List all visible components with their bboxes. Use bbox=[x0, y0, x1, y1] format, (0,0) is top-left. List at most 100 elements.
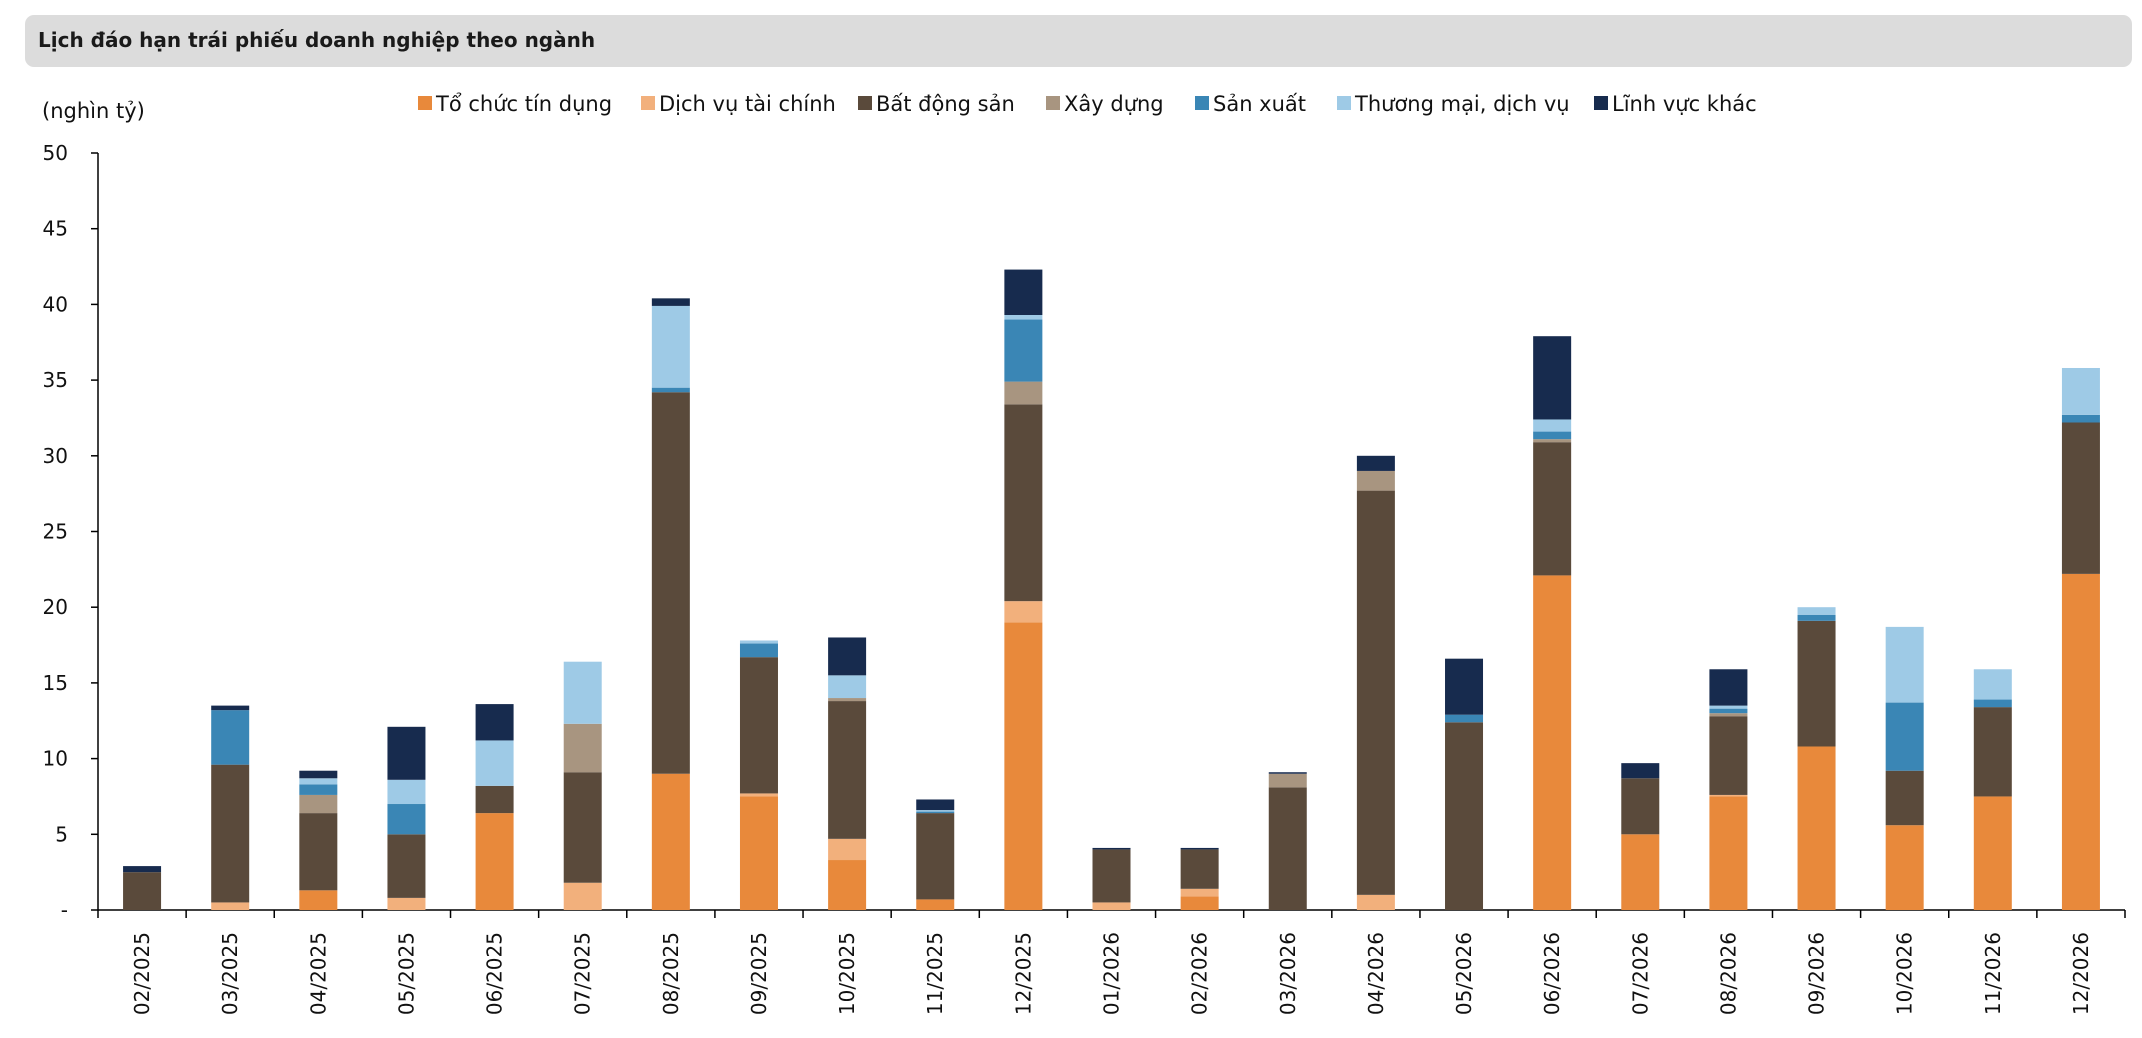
y-tick-label: - bbox=[61, 898, 68, 922]
bar-segment bbox=[1621, 778, 1660, 835]
bar-segment bbox=[2061, 414, 2100, 423]
x-tick-label: 04/2026 bbox=[1364, 932, 1388, 1015]
bar-segment bbox=[651, 387, 690, 393]
bar-segment bbox=[211, 710, 250, 765]
bar-segment bbox=[1533, 442, 1572, 576]
legend-label: Thương mại, dịch vụ bbox=[1354, 92, 1570, 116]
bar-segment bbox=[739, 796, 778, 910]
y-axis-label: (nghìn tỷ) bbox=[42, 99, 145, 123]
x-tick-label: 07/2025 bbox=[571, 932, 595, 1015]
bar-segment bbox=[299, 813, 338, 891]
bar-segment bbox=[211, 902, 250, 910]
bar-segment bbox=[387, 779, 426, 805]
bar-segment bbox=[1797, 614, 1836, 621]
bar-segment bbox=[1973, 796, 2012, 910]
bar-segment bbox=[1973, 707, 2012, 797]
bar-segment bbox=[299, 890, 338, 910]
bar-segment bbox=[1533, 336, 1572, 420]
bar-segment bbox=[828, 698, 867, 702]
bar-segment bbox=[1356, 894, 1395, 910]
bar-segment bbox=[475, 740, 514, 786]
bar-segment bbox=[651, 392, 690, 774]
bar-segment bbox=[828, 637, 867, 676]
legend-swatch bbox=[418, 96, 432, 110]
x-tick-label: 10/2025 bbox=[835, 932, 859, 1015]
bar-segment bbox=[475, 813, 514, 910]
bar-segment bbox=[1973, 669, 2012, 700]
x-tick-label: 11/2025 bbox=[923, 932, 947, 1015]
bar-segment bbox=[123, 872, 162, 910]
x-tick-label: 02/2026 bbox=[1188, 932, 1212, 1015]
bar-segment bbox=[299, 794, 338, 814]
bar-segment bbox=[1709, 713, 1748, 717]
bar-segment bbox=[828, 701, 867, 839]
bar-segment bbox=[1621, 834, 1660, 910]
bar-segment bbox=[1268, 772, 1307, 774]
bar-segment bbox=[1180, 847, 1219, 850]
legend-swatch bbox=[1337, 96, 1351, 110]
x-tick-label: 03/2026 bbox=[1276, 932, 1300, 1015]
bar-segment bbox=[1533, 419, 1572, 432]
bar-segment bbox=[1268, 787, 1307, 910]
bar-segment bbox=[1004, 622, 1043, 910]
bar-segment bbox=[211, 705, 250, 711]
x-tick-label: 06/2026 bbox=[1540, 932, 1564, 1015]
bar-segment bbox=[1004, 404, 1043, 602]
bar-segment bbox=[2061, 573, 2100, 910]
x-tick-label: 05/2026 bbox=[1452, 932, 1476, 1015]
y-tick-label: 35 bbox=[43, 368, 68, 392]
bar-segment bbox=[1973, 699, 2012, 708]
bar-segment bbox=[1180, 849, 1219, 889]
bar-segment bbox=[1885, 825, 1924, 910]
bar-segment bbox=[563, 882, 602, 910]
bar-segment bbox=[916, 810, 955, 812]
x-tick-label: 12/2026 bbox=[2069, 932, 2093, 1015]
bar-segment bbox=[1797, 746, 1836, 910]
bar-segment bbox=[1885, 626, 1924, 703]
bar-segment bbox=[2061, 367, 2100, 415]
bar-segment bbox=[916, 811, 955, 814]
legend-swatch bbox=[641, 96, 655, 110]
bar-segment bbox=[563, 661, 602, 724]
bar-segment bbox=[1709, 716, 1748, 795]
legend-swatch bbox=[1195, 96, 1209, 110]
bar-segment bbox=[1709, 794, 1748, 797]
legend-label: Sản xuất bbox=[1213, 92, 1306, 116]
bar-segment bbox=[1180, 888, 1219, 897]
bar-segment bbox=[916, 799, 955, 811]
bar-segment bbox=[1797, 607, 1836, 615]
bar-segment bbox=[1709, 669, 1748, 706]
bar-segment bbox=[651, 298, 690, 306]
y-tick-label: 45 bbox=[43, 217, 68, 241]
bar-segment bbox=[563, 723, 602, 773]
bar-segment bbox=[299, 770, 338, 779]
y-tick-label: 10 bbox=[43, 747, 68, 771]
bar-segment bbox=[739, 793, 778, 797]
chart-title-bar: Lịch đáo hạn trái phiếu doanh nghiệp the… bbox=[25, 15, 2132, 67]
bar-segment bbox=[1356, 455, 1395, 471]
legend-swatch bbox=[858, 96, 872, 110]
x-tick-label: 12/2025 bbox=[1011, 932, 1035, 1015]
legend-label: Lĩnh vực khác bbox=[1612, 92, 1757, 116]
bar-segment bbox=[1445, 722, 1484, 910]
bar-segment bbox=[1356, 490, 1395, 895]
x-tick-label: 09/2025 bbox=[747, 932, 771, 1015]
y-tick-label: 30 bbox=[43, 444, 68, 468]
legend-label: Bất động sản bbox=[876, 92, 1015, 116]
y-tick-label: 5 bbox=[55, 822, 68, 846]
bar-segment bbox=[1092, 849, 1131, 903]
legend-swatch bbox=[1594, 96, 1608, 110]
bar-segment bbox=[1268, 773, 1307, 788]
x-tick-label: 07/2026 bbox=[1628, 932, 1652, 1015]
y-tick-label: 25 bbox=[43, 520, 68, 544]
bar-segment bbox=[1092, 902, 1131, 910]
bar-segment bbox=[916, 813, 955, 900]
bar-segment bbox=[1621, 763, 1660, 779]
bar-segment bbox=[1004, 601, 1043, 623]
x-tick-label: 04/2025 bbox=[306, 932, 330, 1015]
x-tick-label: 05/2025 bbox=[394, 932, 418, 1015]
bar-segment bbox=[1709, 796, 1748, 910]
bar-segment bbox=[739, 643, 778, 658]
bar-segment bbox=[1004, 319, 1043, 382]
bar-segment bbox=[739, 657, 778, 794]
